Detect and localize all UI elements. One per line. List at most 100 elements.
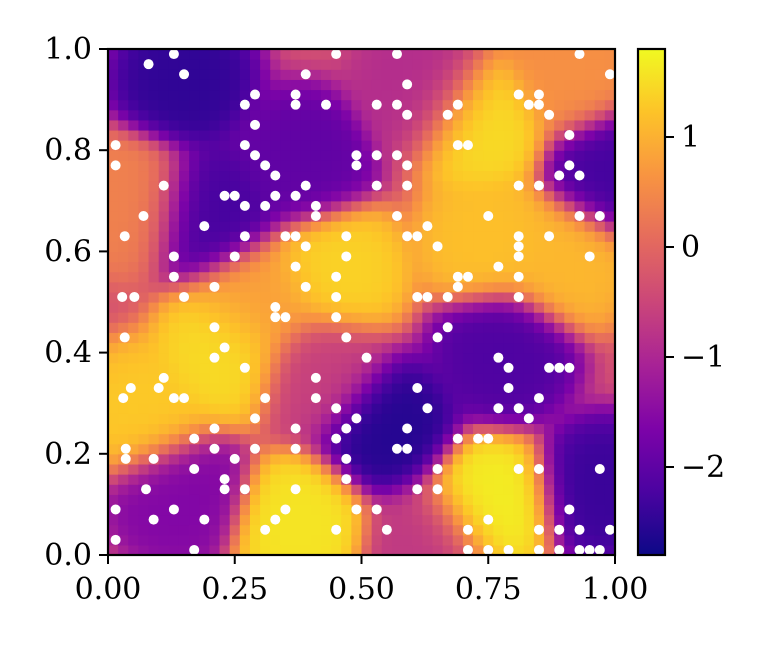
heatmap-cell bbox=[108, 281, 119, 293]
scatter-point bbox=[209, 352, 220, 363]
heatmap-cell bbox=[158, 109, 170, 121]
heatmap-cell bbox=[290, 453, 302, 465]
heatmap-cell bbox=[229, 332, 241, 344]
heatmap-cell bbox=[280, 382, 292, 394]
scatter-point bbox=[229, 190, 240, 201]
heatmap-cell bbox=[331, 261, 342, 273]
heatmap-cell bbox=[604, 129, 615, 141]
scatter-point bbox=[442, 322, 453, 333]
heatmap-cell bbox=[300, 413, 312, 425]
heatmap-cell bbox=[513, 160, 525, 172]
heatmap-cell bbox=[270, 433, 281, 445]
heatmap-cell bbox=[128, 241, 140, 252]
heatmap-cell bbox=[523, 453, 535, 465]
heatmap-cell bbox=[118, 79, 129, 91]
heatmap-cell bbox=[249, 382, 261, 394]
heatmap-cell bbox=[483, 221, 494, 232]
heatmap-cell bbox=[219, 514, 231, 526]
heatmap-cell bbox=[432, 312, 444, 323]
heatmap-cell bbox=[290, 332, 302, 344]
heatmap-cell bbox=[574, 332, 586, 344]
heatmap-cell bbox=[493, 372, 505, 384]
heatmap-cell bbox=[483, 119, 494, 131]
heatmap-cell bbox=[493, 423, 505, 435]
heatmap-cell bbox=[442, 59, 454, 70]
heatmap-cell bbox=[118, 504, 129, 516]
heatmap-cell bbox=[168, 514, 180, 526]
heatmap-cell bbox=[178, 79, 190, 91]
heatmap-cell bbox=[493, 322, 505, 333]
heatmap-cell bbox=[341, 221, 352, 232]
heatmap-cell bbox=[341, 342, 352, 354]
scatter-point bbox=[371, 504, 382, 515]
heatmap-cell bbox=[412, 352, 423, 364]
heatmap-cell bbox=[158, 221, 170, 232]
scatter-point bbox=[402, 231, 413, 242]
heatmap-cell bbox=[148, 342, 160, 354]
heatmap-cell bbox=[391, 59, 403, 70]
heatmap-cell bbox=[331, 190, 342, 202]
heatmap-cell bbox=[452, 261, 464, 273]
heatmap-cell bbox=[412, 170, 423, 182]
heatmap-cell bbox=[402, 119, 413, 131]
scatter-point bbox=[179, 291, 190, 302]
heatmap-cell bbox=[483, 140, 494, 151]
heatmap-cell bbox=[361, 342, 373, 354]
heatmap-cell bbox=[270, 210, 281, 222]
heatmap-cell bbox=[533, 494, 545, 505]
heatmap-cell bbox=[503, 150, 515, 161]
heatmap-cell bbox=[473, 484, 484, 495]
scatter-point bbox=[402, 79, 413, 90]
heatmap-cell bbox=[239, 69, 251, 80]
heatmap-cell bbox=[280, 251, 292, 263]
heatmap-cell bbox=[168, 332, 180, 344]
heatmap-cell bbox=[432, 433, 444, 445]
scatter-point bbox=[168, 49, 179, 60]
heatmap-cell bbox=[148, 241, 160, 252]
heatmap-cell bbox=[594, 413, 606, 425]
heatmap-cell bbox=[554, 474, 565, 485]
heatmap-cell bbox=[351, 372, 363, 384]
heatmap-cell bbox=[331, 474, 342, 485]
heatmap-cell bbox=[260, 150, 271, 161]
heatmap-cell bbox=[584, 210, 596, 222]
heatmap-cell bbox=[523, 190, 535, 202]
heatmap-cell bbox=[260, 291, 271, 303]
heatmap-cell bbox=[168, 312, 180, 323]
heatmap-cell bbox=[604, 453, 615, 465]
heatmap-cell bbox=[361, 514, 373, 526]
heatmap-cell bbox=[523, 322, 535, 333]
heatmap-cell bbox=[300, 291, 312, 303]
scatter-point bbox=[209, 443, 220, 454]
heatmap-cell bbox=[128, 251, 140, 263]
heatmap-cell bbox=[128, 524, 140, 536]
heatmap-cell bbox=[594, 484, 606, 495]
heatmap-cell bbox=[239, 372, 251, 384]
heatmap-cell bbox=[280, 544, 292, 555]
heatmap-cell bbox=[351, 332, 363, 344]
heatmap-cell bbox=[239, 534, 251, 546]
heatmap-cell bbox=[503, 534, 515, 546]
heatmap-cell bbox=[280, 271, 292, 283]
heatmap-cell bbox=[361, 393, 373, 404]
heatmap-cell bbox=[331, 119, 342, 131]
heatmap-cell bbox=[341, 170, 352, 182]
heatmap-cell bbox=[462, 119, 474, 131]
heatmap-cell bbox=[554, 150, 565, 161]
heatmap-cell bbox=[148, 119, 160, 131]
heatmap-cell bbox=[523, 241, 535, 252]
heatmap-cell bbox=[189, 59, 200, 70]
heatmap-cell bbox=[452, 312, 464, 323]
heatmap-cell bbox=[442, 474, 454, 485]
heatmap-cell bbox=[523, 140, 535, 151]
heatmap-cell bbox=[209, 109, 221, 121]
heatmap-cell bbox=[533, 403, 545, 414]
heatmap-cell bbox=[361, 99, 373, 111]
heatmap-cell bbox=[473, 463, 484, 475]
heatmap-cell bbox=[108, 251, 119, 263]
scatter-point bbox=[412, 231, 423, 242]
heatmap-cell bbox=[503, 463, 515, 475]
heatmap-cell bbox=[554, 514, 565, 526]
heatmap-cell bbox=[199, 129, 210, 141]
heatmap-cell bbox=[564, 59, 576, 70]
